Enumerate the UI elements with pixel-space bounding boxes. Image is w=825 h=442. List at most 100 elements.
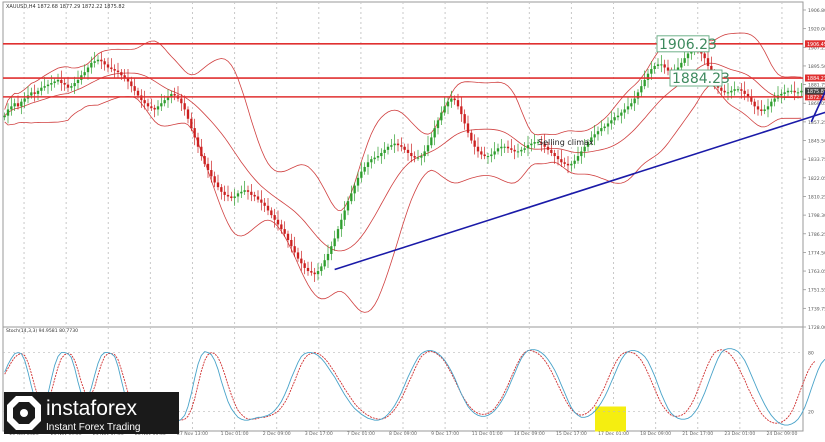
candle-body <box>686 53 690 59</box>
candle-body <box>330 246 333 254</box>
candle-body <box>553 152 556 157</box>
candle-body <box>543 143 546 147</box>
candle-body <box>446 101 450 107</box>
candle-body <box>756 106 760 110</box>
candle-body <box>376 156 380 158</box>
candle-body <box>290 239 293 247</box>
candle-body <box>90 62 93 68</box>
candle-body <box>796 92 800 94</box>
candle-body <box>230 196 233 199</box>
candle-body <box>360 171 363 178</box>
candle-body <box>570 163 573 166</box>
candle-body <box>400 145 403 147</box>
candle-body <box>600 128 603 132</box>
candle-body <box>343 210 346 220</box>
candle-body <box>233 196 236 199</box>
bollinger-lower <box>4 84 802 313</box>
time-tick-label: 14 Dec 09:00 <box>514 431 545 437</box>
candle-body <box>160 103 163 107</box>
candle-body <box>270 210 273 216</box>
candle-body <box>66 84 70 88</box>
candle-body <box>273 215 276 220</box>
price-tick-label: 1881.75 <box>808 83 825 89</box>
candle-body <box>243 190 246 192</box>
candle-body <box>666 67 670 71</box>
candle-body <box>790 90 793 92</box>
candle-body <box>650 69 653 74</box>
candle-body <box>730 90 733 93</box>
candle-body <box>486 156 490 158</box>
candle-body <box>210 170 213 177</box>
candle-body <box>723 90 726 93</box>
stoch-tick-label: 20 <box>808 409 814 415</box>
logo-mark-icon <box>7 396 41 430</box>
candle-body <box>516 151 520 153</box>
candle-body <box>483 154 486 157</box>
candle-body <box>296 252 300 259</box>
price-tick-label: 1751.55 <box>808 288 825 294</box>
candle-body <box>433 128 436 138</box>
brand-name: instaforex <box>46 397 138 420</box>
time-tick-label: 23 Dec 01:00 <box>724 431 755 437</box>
candle-body <box>163 100 166 104</box>
candle-body <box>496 148 500 152</box>
candle-body <box>73 83 76 87</box>
candle-body <box>150 106 153 108</box>
candle-body <box>520 149 523 152</box>
candle-body <box>350 193 353 202</box>
candle-body <box>586 142 590 147</box>
candle-body <box>220 187 223 192</box>
level-label-box <box>669 69 723 87</box>
candle-body <box>443 106 446 113</box>
candle-body <box>133 86 136 91</box>
candle-body <box>116 70 120 73</box>
candle-body <box>180 98 183 104</box>
candle-body <box>490 154 493 157</box>
candle-body <box>323 260 326 267</box>
price-tick-label: 1907.25 <box>808 45 825 51</box>
candle-body <box>256 196 260 200</box>
candle-body <box>656 64 660 66</box>
candle-body <box>136 90 140 96</box>
candle-body <box>660 64 663 66</box>
stoch-tick-label: 80 <box>808 351 814 357</box>
price-tick-label: 1822.05 <box>808 176 825 182</box>
price-tick-label: 1739.75 <box>808 306 825 312</box>
price-tick-label: 1906.80 <box>808 8 825 14</box>
candle-body <box>773 98 776 102</box>
candle-body <box>786 90 790 93</box>
candle-body <box>300 258 303 264</box>
candle-body <box>726 92 730 94</box>
candle-body <box>436 120 440 129</box>
candle-body <box>423 151 426 157</box>
candle-body <box>126 78 130 82</box>
candle-body <box>406 149 410 153</box>
candle-body <box>316 271 320 275</box>
candle-body <box>60 79 63 84</box>
candle-body <box>86 67 90 73</box>
candle-body <box>140 95 143 101</box>
candle-body <box>766 106 770 110</box>
candle-body <box>36 90 40 94</box>
candle-body <box>420 156 423 158</box>
candle-body <box>476 146 480 152</box>
annotation-selling-climax: Selling climax <box>538 138 594 147</box>
candle-body <box>356 177 360 186</box>
candle-body <box>643 79 646 87</box>
candle-body <box>203 156 206 164</box>
candle-body <box>506 146 510 149</box>
candle-body <box>460 106 463 115</box>
candle-body <box>560 159 563 163</box>
candle-body <box>463 114 466 124</box>
candle-body <box>333 238 336 247</box>
candle-body <box>326 253 330 261</box>
time-tick-label: 18 Dec 09:00 <box>640 431 671 437</box>
candle-body <box>720 87 723 91</box>
candle-body <box>123 75 126 79</box>
bollinger-middle <box>4 62 802 252</box>
candle-body <box>250 191 253 195</box>
candle-body <box>206 163 210 171</box>
brand-tagline: Instant Forex Trading <box>46 422 141 433</box>
candle-body <box>640 86 643 93</box>
